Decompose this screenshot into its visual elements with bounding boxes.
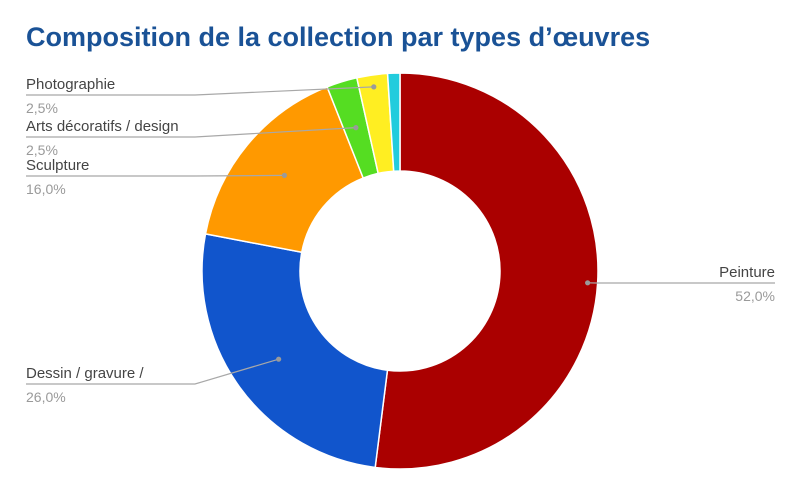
value-label-arts-decoratifs-design: 2,5%	[26, 142, 58, 158]
slice-slice-5	[386, 72, 401, 172]
label-dessin-gravure: Dessin / gravure /	[26, 365, 144, 382]
value-label-photographie: 2,5%	[26, 100, 58, 116]
slice-dessin-gravure	[201, 233, 389, 469]
leader-dot-peinture	[585, 280, 591, 286]
leader-line-sculpture	[26, 174, 285, 177]
label-photographie: Photographie	[26, 76, 115, 93]
label-sculpture: Sculpture	[26, 157, 89, 174]
slice-peinture	[374, 72, 599, 470]
leader-dot-arts-decoratifs-design	[353, 125, 359, 131]
leader-line-photographie	[26, 86, 374, 96]
value-label-sculpture: 16,0%	[26, 181, 66, 197]
leader-line-dessin-gravure	[26, 358, 279, 385]
label-arts-decoratifs-design: Arts décoratifs / design	[26, 118, 179, 135]
leader-dot-photographie	[371, 84, 377, 90]
value-label-peinture: 52,0%	[735, 288, 775, 304]
chart-title: Composition de la collection par types d…	[26, 22, 651, 52]
leader-line-arts-decoratifs-design	[26, 127, 356, 138]
value-label-dessin-gravure: 26,0%	[26, 389, 66, 405]
leader-dot-dessin-gravure	[276, 356, 282, 362]
label-peinture: Peinture	[719, 264, 775, 281]
leader-dot-sculpture	[281, 172, 288, 178]
